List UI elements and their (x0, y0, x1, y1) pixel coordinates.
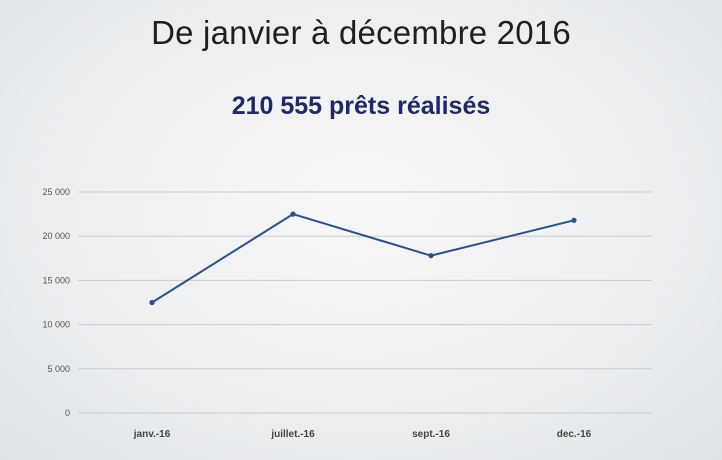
series (149, 211, 577, 306)
y-tick-label: 5 000 (47, 364, 70, 374)
x-tick-label: dec.-16 (557, 429, 592, 440)
y-tick-label: 10 000 (42, 320, 70, 330)
slide-subtitle: 210 555 prêts réalisés (231, 92, 491, 120)
data-point (571, 217, 577, 223)
y-tick-label: 0 (65, 408, 70, 418)
data-point (290, 211, 296, 217)
y-tick-label: 15 000 (42, 275, 70, 285)
x-tick-label: sept.-16 (412, 429, 450, 440)
x-axis-ticks: janv.-16 juillet.-16 sept.-16 dec.-16 (133, 429, 592, 440)
data-point (149, 299, 155, 306)
gridlines (78, 191, 652, 414)
x-tick-label: janv.-16 (133, 429, 171, 440)
data-point (428, 253, 434, 259)
y-tick-label: 20 000 (42, 231, 70, 241)
x-tick-label: juillet.-16 (270, 429, 315, 440)
slide-title: De janvier à décembre 2016 (151, 14, 571, 51)
y-axis-ticks: 0 5 000 10 000 15 000 20 000 25 000 (42, 187, 70, 418)
series-line (151, 213, 575, 304)
y-tick-label: 25 000 (42, 187, 70, 197)
